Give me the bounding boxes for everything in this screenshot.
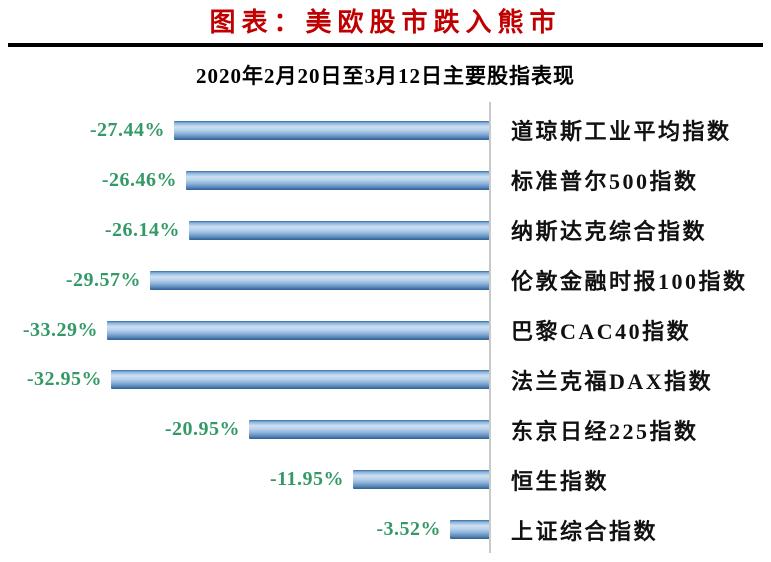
bar: [174, 120, 490, 140]
bar-area: -33.29%: [0, 319, 490, 342]
category-label: 法兰克福DAX指数: [511, 368, 714, 394]
bar: [150, 270, 490, 290]
bar: [353, 470, 490, 490]
bar-value-label: -29.57%: [65, 268, 141, 291]
bar-value-label: -27.44%: [89, 118, 165, 141]
bar-area: -3.52%: [0, 518, 490, 541]
bar-value-label: -20.95%: [164, 418, 240, 441]
bar-row: -20.95% 东京日经225指数: [0, 405, 771, 455]
category-label: 纳斯达克综合指数: [511, 219, 708, 245]
bar-row: -26.14% 纳斯达克综合指数: [0, 205, 771, 255]
bar-area: -11.95%: [0, 468, 490, 491]
bar-value-label: -32.95%: [26, 368, 102, 391]
bar-row: -32.95% 法兰克福DAX指数: [0, 355, 771, 405]
bar-value-label: -26.46%: [101, 168, 177, 191]
bar: [186, 170, 490, 190]
title-divider: [8, 42, 763, 47]
category-label: 伦敦金融时报100指数: [511, 269, 748, 295]
category-label: 东京日经225指数: [511, 418, 699, 444]
bar-rows: -27.44% 道琼斯工业平均指数 -26.46% 标准普尔500指数 -26.…: [0, 106, 771, 555]
bar-value-label: -33.29%: [22, 318, 98, 341]
bar-row: -11.95% 恒生指数: [0, 455, 771, 505]
bar-row: -27.44% 道琼斯工业平均指数: [0, 106, 771, 156]
category-label: 标准普尔500指数: [511, 169, 699, 195]
bar: [111, 370, 490, 390]
bar-row: -3.52% 上证综合指数: [0, 505, 771, 555]
bar: [107, 320, 490, 340]
chart-subtitle: 2020年2月20日至3月12日主要股指表现: [196, 63, 575, 88]
bar-row: -33.29% 巴黎CAC40指数: [0, 305, 771, 355]
bar-area: -26.46%: [0, 169, 490, 192]
bar-value-label: -11.95%: [269, 468, 344, 491]
category-label: 上证综合指数: [511, 518, 659, 544]
bar: [249, 420, 490, 440]
bar-row: -29.57% 伦敦金融时报100指数: [0, 255, 771, 305]
bar: [450, 520, 490, 540]
bar-area: -29.57%: [0, 269, 490, 292]
figure-title: 图表：美欧股市跌入熊市: [209, 8, 562, 37]
bar-value-label: -3.52%: [376, 518, 441, 541]
category-label: 恒生指数: [511, 468, 610, 494]
bar-row: -26.46% 标准普尔500指数: [0, 155, 771, 205]
bar-area: -32.95%: [0, 368, 490, 391]
bar-area: -27.44%: [0, 119, 490, 142]
category-label: 巴黎CAC40指数: [511, 319, 692, 344]
bar-area: -20.95%: [0, 418, 490, 441]
bar-chart: -27.44% 道琼斯工业平均指数 -26.46% 标准普尔500指数 -26.…: [0, 101, 771, 556]
category-label: 道琼斯工业平均指数: [511, 119, 732, 145]
bar-area: -26.14%: [0, 219, 490, 242]
axis-baseline: [489, 101, 491, 553]
bar-value-label: -26.14%: [104, 218, 180, 241]
bar: [189, 220, 490, 240]
